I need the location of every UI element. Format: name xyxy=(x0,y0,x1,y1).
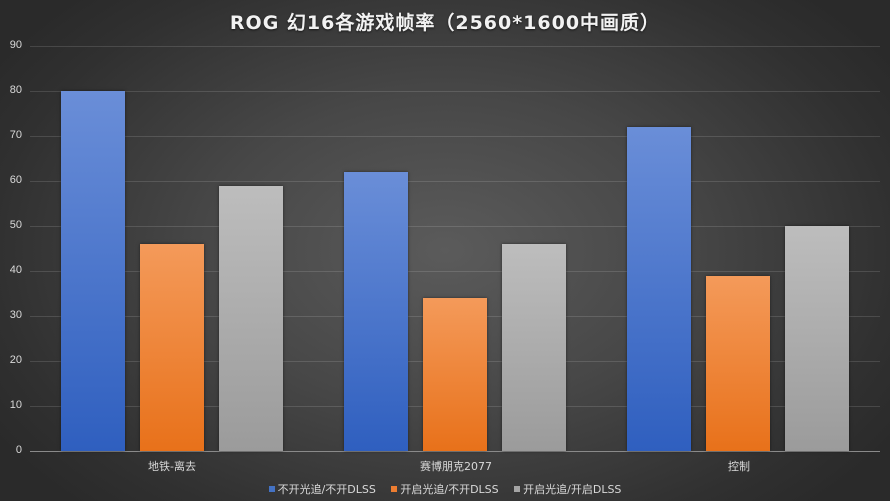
legend-swatch-gray xyxy=(514,486,521,492)
bar xyxy=(502,244,566,451)
y-tick-label: 40 xyxy=(9,264,22,276)
x-label-cyberpunk-2077: 赛博朋克2077 xyxy=(420,460,492,473)
bar xyxy=(344,172,408,451)
gridline xyxy=(30,271,880,272)
y-tick-label: 60 xyxy=(9,174,22,186)
legend: 不开光追/不开DLSS 开启光追/不开DLSS 开启光追/开启DLSS xyxy=(0,481,890,497)
x-axis-baseline xyxy=(30,451,880,452)
y-tick-label: 90 xyxy=(9,39,22,51)
y-tick-label: 20 xyxy=(9,354,22,366)
legend-swatch-orange xyxy=(391,486,398,492)
bar xyxy=(60,91,125,451)
legend-label: 开启光追/不开DLSS xyxy=(400,483,499,496)
x-label-control: 控制 xyxy=(728,460,750,473)
gridline xyxy=(30,136,880,137)
bar xyxy=(706,275,771,451)
legend-label: 开启光追/开启DLSS xyxy=(523,483,622,496)
bar xyxy=(218,185,283,451)
legend-item-rt-no-dlss: 开启光追/不开DLSS xyxy=(391,481,499,497)
bar xyxy=(423,298,487,451)
x-label-metro-exodus: 地铁-离去 xyxy=(148,460,196,473)
y-tick-label: 10 xyxy=(9,399,22,411)
bar xyxy=(627,127,692,451)
y-tick-label: 0 xyxy=(15,444,22,456)
gridline xyxy=(30,226,880,227)
legend-label: 不开光追/不开DLSS xyxy=(277,483,376,496)
legend-swatch-blue xyxy=(268,486,275,492)
bar xyxy=(785,226,850,451)
plot-area xyxy=(30,46,880,452)
bar xyxy=(139,244,204,451)
chart-title: ROG 幻16各游戏帧率（2560*1600中画质） xyxy=(229,12,661,34)
gridline xyxy=(30,181,880,182)
y-tick-label: 70 xyxy=(9,129,22,141)
legend-item-rt-dlss: 开启光追/开启DLSS xyxy=(514,481,621,497)
gridline xyxy=(30,91,880,92)
gridline xyxy=(30,46,880,47)
y-tick-label: 30 xyxy=(9,309,22,321)
y-tick-label: 80 xyxy=(9,84,22,96)
legend-item-no-rt-no-dlss: 不开光追/不开DLSS xyxy=(268,481,376,497)
y-tick-label: 50 xyxy=(9,219,22,231)
